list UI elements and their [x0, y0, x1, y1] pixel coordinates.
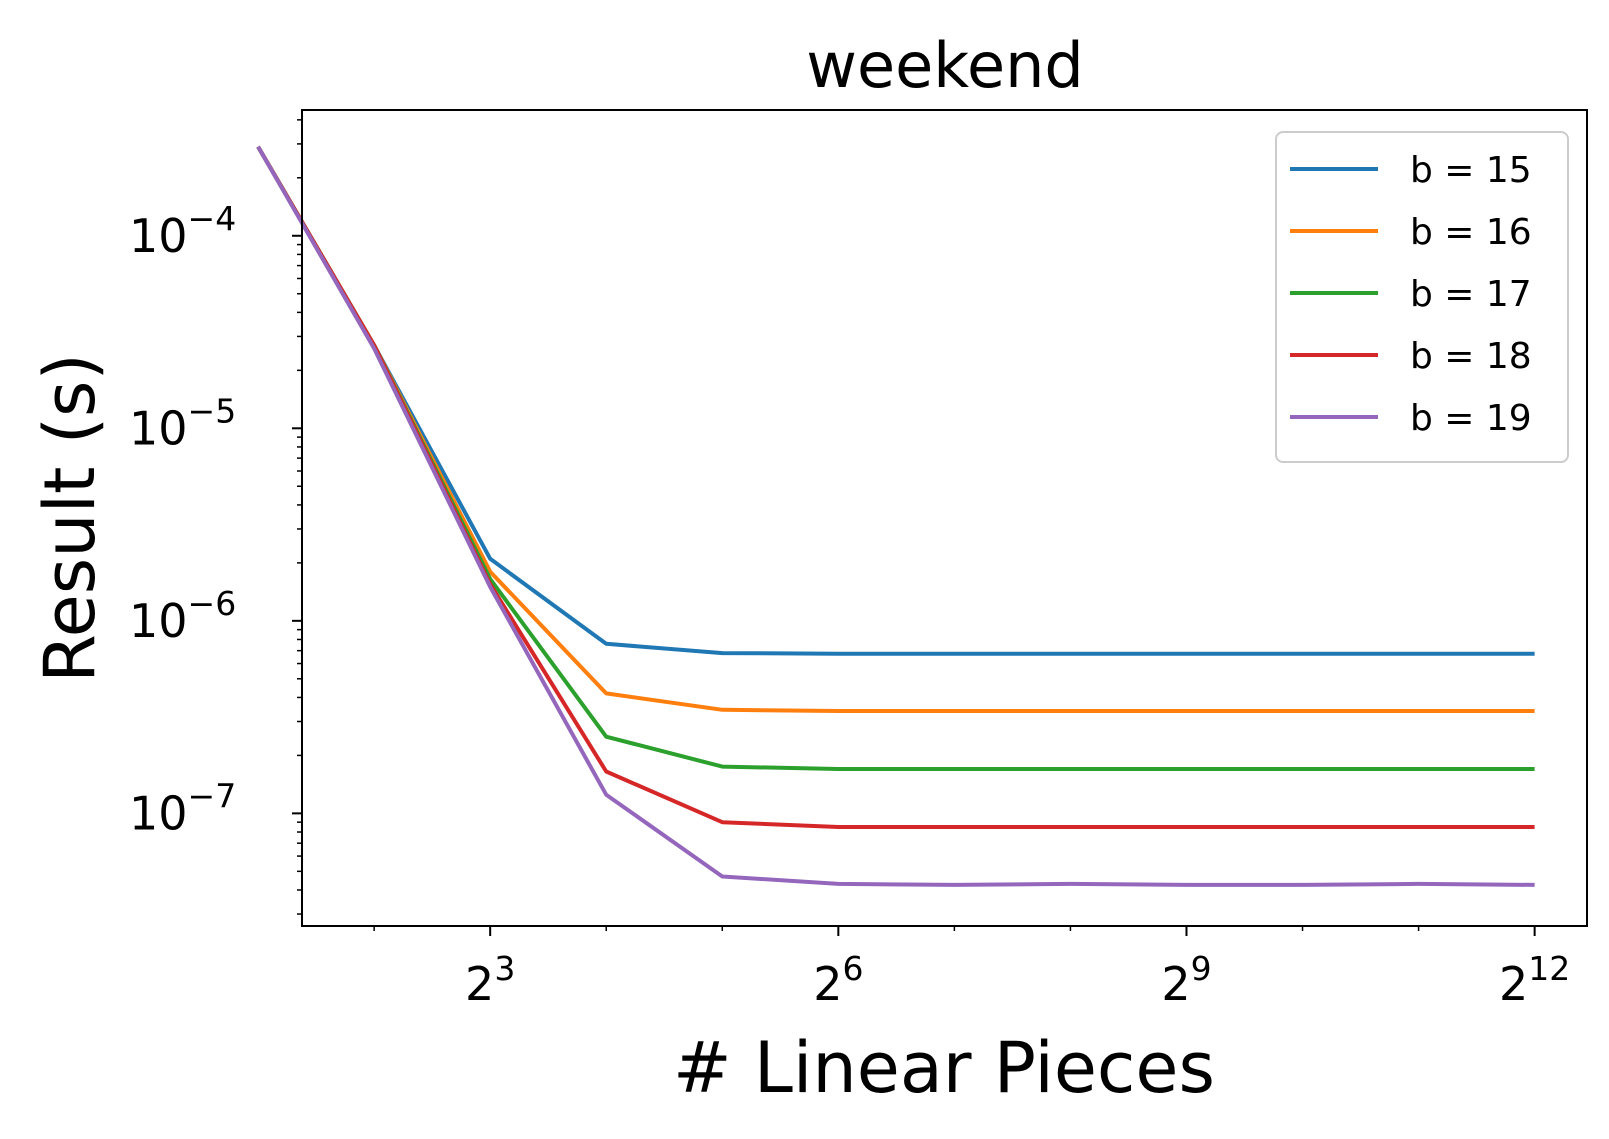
y-tick-label: 10−7: [129, 776, 236, 840]
y-tick-label: 10−5: [129, 391, 236, 455]
plot-area: [256, 145, 1535, 887]
y-axis-label: Result (s): [29, 353, 111, 683]
legend: b = 15 b = 16 b = 17 b = 18 b = 19: [1275, 131, 1569, 463]
x-tick-label: 29: [1161, 949, 1211, 1011]
series-line-2: [256, 145, 1535, 713]
y-axis: 10−4 10−5 10−6 10−7: [129, 119, 302, 915]
x-tick-label: 212: [1499, 949, 1570, 1011]
chart-title: weekend: [806, 29, 1084, 102]
y-tick-label: 10−4: [129, 199, 236, 263]
series-line-5: [256, 145, 1535, 887]
legend-label-4: b = 18: [1410, 336, 1532, 377]
axes-frame: [301, 109, 1588, 927]
y-tick-label: 10−6: [129, 584, 236, 648]
legend-box: [1275, 131, 1569, 463]
x-axis: 23 26 29 212: [373, 926, 1570, 1011]
x-axis-label: # Linear Pieces: [673, 1027, 1215, 1109]
x-tick-label: 26: [813, 949, 863, 1011]
series-line-1: [256, 145, 1535, 656]
legend-label-5: b = 19: [1410, 398, 1532, 439]
legend-label-2: b = 16: [1410, 212, 1532, 253]
legend-label-1: b = 15: [1410, 150, 1532, 191]
x-tick-label: 23: [465, 949, 515, 1011]
legend-label-3: b = 17: [1410, 274, 1532, 315]
